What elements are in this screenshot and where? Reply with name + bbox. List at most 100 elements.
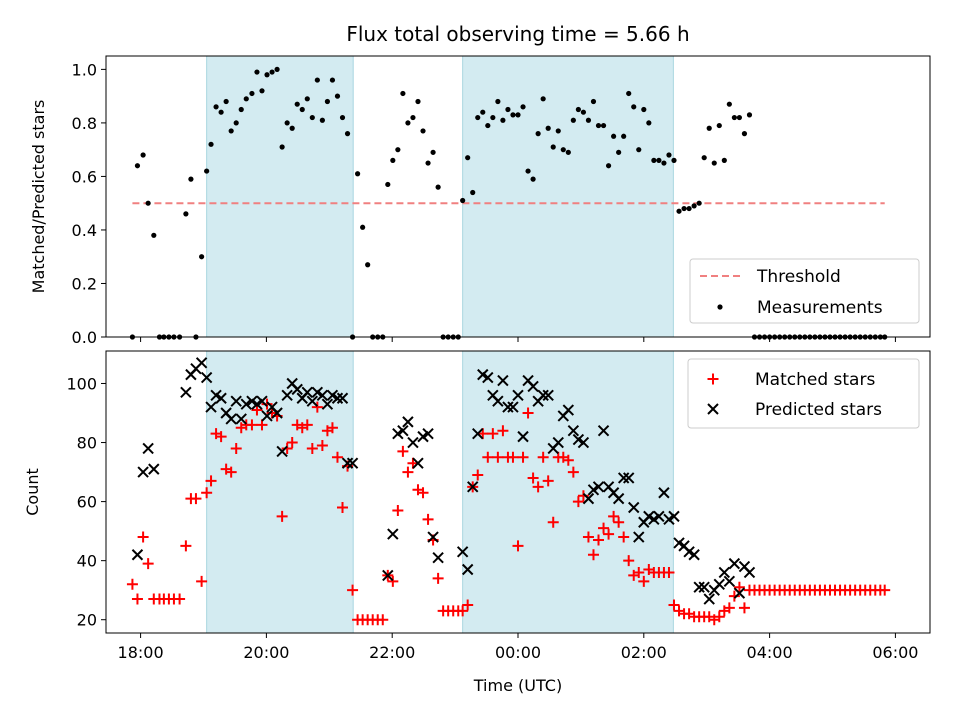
measurement-point — [264, 72, 270, 78]
matched-star-point — [432, 572, 444, 584]
predicted-star-point — [215, 392, 227, 404]
predicted-star-point — [713, 578, 725, 590]
predicted-star-point — [225, 413, 237, 425]
matched-star-point — [638, 575, 650, 587]
matched-stars-series — [126, 398, 891, 626]
predicted-star-point — [148, 463, 160, 475]
matched-star-point — [618, 531, 630, 543]
matched-star-point — [567, 466, 579, 478]
measurement-point — [585, 117, 592, 123]
matched-star-point — [392, 504, 404, 516]
legend-measurements-label: Measurements — [757, 298, 883, 318]
measurement-point — [495, 98, 501, 105]
predicted-star-point — [527, 380, 539, 393]
matched-star-point — [668, 599, 680, 611]
measurement-point — [254, 69, 260, 75]
predicted-star-point — [597, 425, 610, 437]
measurement-point — [661, 160, 667, 166]
legend-x-marker — [707, 403, 719, 415]
predicted-star-point — [497, 374, 509, 387]
predicted-star-point — [743, 566, 756, 579]
predicted-star-point — [592, 481, 605, 493]
predicted-star-point — [240, 398, 252, 410]
matched-star-point — [487, 428, 499, 440]
measurement-point — [671, 157, 677, 163]
measurement-point — [691, 203, 697, 209]
measurement-point — [525, 168, 531, 174]
measurement-point — [651, 157, 657, 163]
matched-star-point — [472, 469, 484, 481]
predicted-star-point — [537, 389, 549, 402]
predicted-star-point — [276, 445, 288, 458]
measurement-point — [711, 160, 717, 166]
matched-star-point — [613, 516, 625, 528]
y-tick-label: 20 — [77, 611, 97, 630]
matched-star-point — [422, 513, 434, 525]
predicted-star-point — [301, 386, 313, 399]
measurement-point — [199, 254, 205, 260]
predicted-star-point — [612, 492, 625, 505]
matched-star-point — [587, 549, 599, 561]
matched-star-point — [137, 531, 149, 543]
predicted-star-point — [582, 492, 595, 505]
measurement-point — [500, 117, 506, 123]
predicted-star-point — [567, 425, 580, 437]
legend-measurements-swatch — [717, 304, 723, 310]
measurement-point — [324, 98, 331, 105]
matched-star-point — [276, 510, 288, 522]
matched-star-point — [517, 451, 529, 463]
measurement-point — [329, 77, 336, 83]
measurement-point — [204, 168, 210, 174]
predicted-star-point — [230, 395, 242, 407]
predicted-star-point — [562, 404, 575, 416]
y-tick-label: 0.8 — [72, 114, 97, 133]
measurement-point — [294, 101, 300, 107]
measurement-point — [505, 106, 511, 113]
predicted-star-point — [205, 401, 217, 413]
matched-star-point — [142, 558, 154, 570]
measurement-point — [140, 152, 146, 158]
measurement-point — [430, 149, 436, 155]
legend-matched-label: Matched stars — [755, 370, 875, 390]
matched-star-point — [542, 475, 554, 487]
measurement-point — [228, 128, 234, 134]
matched-star-point — [582, 531, 594, 543]
y-tick-label: 80 — [77, 434, 97, 453]
measurement-point — [520, 104, 526, 110]
matched-star-point — [131, 593, 143, 605]
predicted-star-point — [256, 395, 268, 407]
measurement-point — [736, 114, 743, 121]
top-legend: Threshold Measurements — [689, 258, 920, 324]
measurement-point — [151, 232, 157, 238]
matched-star-point — [723, 602, 735, 614]
measurement-point — [540, 96, 546, 102]
predicted-star-point — [492, 395, 504, 407]
predicted-star-point — [180, 386, 192, 399]
measurement-point — [701, 155, 707, 161]
matched-star-point — [196, 575, 208, 587]
predicted-star-point — [291, 383, 303, 396]
measurement-point — [580, 109, 587, 115]
measurement-point — [188, 176, 194, 182]
matched-star-point — [507, 451, 519, 463]
y-tick-label: 0.0 — [72, 328, 97, 347]
shaded-interval-1 — [462, 55, 674, 338]
predicted-star-point — [235, 413, 247, 425]
measurement-point — [475, 114, 481, 121]
y-tick-label: 40 — [77, 552, 97, 571]
matched-star-point — [246, 419, 258, 431]
top-x-ticks — [140, 337, 896, 342]
matched-star-point — [733, 581, 745, 593]
matched-star-point — [562, 454, 574, 466]
bottom-legend: Matched stars Predicted stars — [687, 358, 920, 429]
matched-star-point — [462, 599, 474, 611]
top-shaded-intervals — [206, 55, 674, 338]
y-tick-label: 60 — [77, 493, 97, 512]
measurement-point — [575, 106, 581, 113]
predicted-star-point — [693, 581, 705, 593]
measurement-point — [731, 114, 737, 121]
top-legend-box — [689, 258, 920, 324]
measurement-point — [238, 106, 244, 113]
matched-star-point — [201, 487, 213, 499]
matched-star-point — [337, 502, 349, 514]
